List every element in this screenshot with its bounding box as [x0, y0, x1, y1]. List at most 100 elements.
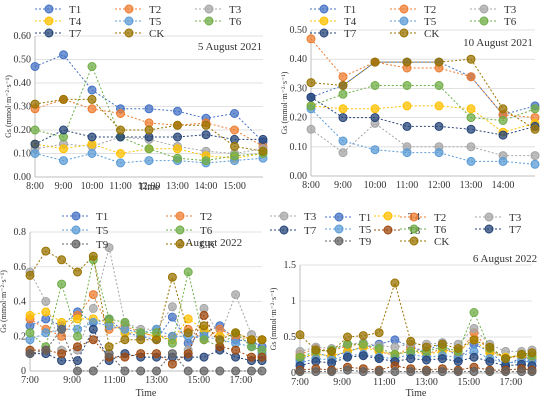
y-tick-label: 0.60	[14, 31, 32, 42]
x-tick-label: 11:00	[396, 180, 418, 191]
data-point-t4	[116, 149, 125, 158]
data-point-ck	[437, 339, 447, 349]
series-line-t9	[300, 369, 532, 373]
data-point-ck	[230, 141, 239, 151]
series-line-t2	[29, 293, 262, 341]
y-axis-label: Gs (mmol·m⁻²·s⁻¹)	[4, 75, 13, 138]
y-tick-label: 0.6	[14, 262, 27, 273]
x-tick-label: 11:00	[103, 375, 125, 386]
data-point-t9	[257, 366, 267, 376]
data-point-t6	[57, 279, 67, 289]
data-point-t9	[517, 367, 526, 377]
legend-label: T4	[344, 16, 357, 28]
legend-marker	[175, 239, 185, 249]
data-point-t9	[485, 367, 495, 377]
data-point-t1	[144, 104, 154, 114]
y-tick-label: 0.10	[290, 142, 308, 153]
series-line-t1	[34, 54, 264, 143]
data-point-t9	[57, 324, 67, 334]
data-point-ck	[258, 146, 268, 156]
data-point-ck	[201, 120, 211, 130]
legend-marker	[279, 211, 289, 221]
x-tick-label: 9:00	[333, 377, 351, 388]
data-point-t1	[30, 62, 40, 71]
legend-marker	[204, 16, 214, 26]
data-point-ck	[215, 335, 225, 345]
data-point-t5	[402, 148, 412, 158]
data-point-ck	[402, 57, 412, 67]
data-point-t2	[306, 34, 316, 44]
legend-label: T4	[69, 16, 82, 28]
data-point-t6	[183, 267, 193, 277]
data-point-t1	[230, 109, 239, 118]
legend-marker	[44, 28, 54, 38]
series-line-t2	[299, 331, 533, 360]
data-point-t7	[306, 92, 316, 102]
data-point-t9	[199, 366, 209, 376]
legend-label: T1	[344, 4, 356, 16]
data-point-t7	[485, 357, 495, 366]
data-point-t9	[41, 345, 51, 355]
x-tick-label: 17:00	[500, 377, 523, 388]
data-point-ck	[120, 335, 130, 345]
data-point-t7	[358, 351, 368, 361]
data-point-ck	[466, 54, 476, 64]
data-point-t6	[295, 352, 305, 362]
data-point-t9	[73, 366, 82, 376]
data-point-t9	[469, 367, 479, 377]
data-point-ck	[374, 328, 384, 338]
data-point-t6	[434, 81, 444, 90]
data-point-t8	[152, 349, 161, 359]
y-tick-label: 0.50	[14, 55, 32, 66]
data-point-ck	[30, 99, 40, 109]
legend-marker	[319, 4, 329, 14]
data-point-t7	[201, 130, 211, 140]
series-line-t4	[310, 105, 536, 133]
legend-label: T1	[359, 212, 371, 224]
y-axis-label: Gs (mmol·m⁻²·s⁻¹)	[269, 287, 278, 350]
legend-label: T3	[229, 4, 242, 16]
data-point-t5	[434, 148, 444, 158]
data-point-t7	[199, 352, 209, 362]
y-tick-label: 1.5	[284, 260, 297, 271]
data-point-t3	[469, 323, 479, 333]
data-point-t5	[144, 156, 154, 166]
data-point-t5	[466, 156, 476, 166]
series-line-t2	[34, 98, 264, 147]
data-point-t6	[199, 335, 209, 345]
data-point-ck	[183, 328, 193, 338]
data-point-ck	[343, 332, 352, 342]
data-point-ck	[104, 342, 114, 352]
data-point-t8	[257, 352, 267, 362]
data-point-t4	[402, 101, 412, 111]
series-line-t1	[310, 61, 536, 116]
data-point-t9	[120, 366, 130, 376]
x-tick-label: 12:00	[138, 181, 161, 192]
data-point-t9	[183, 366, 193, 376]
x-tick-label: 7:00	[21, 375, 39, 386]
series-line-t4	[299, 339, 533, 358]
data-point-t4	[370, 104, 380, 114]
data-point-t4	[466, 104, 476, 114]
legend-label: T2	[434, 212, 446, 224]
x-tick-label: 12:00	[428, 180, 451, 191]
legend-marker	[71, 225, 81, 235]
legend-label: T5	[424, 16, 437, 28]
x-tick-label: 9:00	[63, 375, 81, 386]
x-tick-label: 13:00	[460, 180, 483, 191]
data-point-t6	[402, 81, 412, 90]
data-point-t2	[466, 72, 476, 82]
data-point-t4	[25, 310, 35, 320]
data-point-t8	[167, 359, 177, 369]
data-point-t9	[295, 367, 305, 377]
data-point-t9	[422, 367, 431, 377]
y-tick-label: 0.30	[290, 83, 308, 94]
data-point-ck	[527, 348, 537, 358]
data-point-t8	[183, 349, 193, 359]
data-point-t2	[88, 290, 98, 300]
data-point-t7	[338, 113, 348, 123]
data-point-ck	[41, 246, 51, 256]
chart-title: 10 August 2021	[463, 37, 533, 49]
data-point-t9	[453, 367, 463, 377]
data-point-ck	[257, 335, 267, 345]
